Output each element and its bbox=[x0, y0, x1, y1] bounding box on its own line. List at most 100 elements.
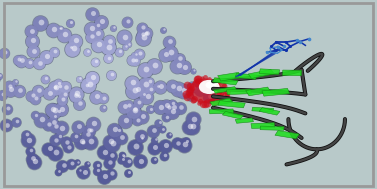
Point bbox=[101, 175, 107, 178]
Point bbox=[94, 33, 100, 36]
Point bbox=[58, 108, 64, 111]
Point bbox=[92, 61, 98, 64]
Point bbox=[129, 59, 135, 62]
Point bbox=[144, 95, 150, 98]
Point bbox=[104, 46, 110, 49]
Point bbox=[100, 97, 106, 100]
Point bbox=[143, 32, 149, 35]
Point bbox=[153, 138, 159, 141]
Point bbox=[125, 104, 131, 107]
Point bbox=[98, 20, 104, 23]
Point bbox=[213, 80, 219, 83]
Point bbox=[148, 107, 154, 110]
Point bbox=[93, 169, 100, 172]
Point bbox=[36, 88, 42, 91]
Point bbox=[66, 145, 72, 148]
Point bbox=[161, 154, 167, 157]
Point bbox=[70, 47, 77, 50]
Ellipse shape bbox=[199, 80, 219, 94]
Point bbox=[124, 20, 130, 23]
Point bbox=[61, 34, 67, 37]
Point bbox=[123, 118, 129, 121]
Point bbox=[132, 53, 138, 56]
Point bbox=[27, 60, 33, 64]
Point bbox=[210, 80, 216, 83]
Point bbox=[58, 127, 64, 130]
Point bbox=[151, 147, 157, 150]
Point bbox=[222, 95, 228, 98]
Point bbox=[306, 37, 312, 40]
Point bbox=[39, 117, 45, 120]
Point bbox=[43, 56, 49, 59]
Point bbox=[133, 58, 139, 61]
Point bbox=[224, 93, 230, 96]
Point bbox=[75, 95, 81, 98]
Point bbox=[170, 101, 176, 105]
Point bbox=[0, 92, 6, 95]
Point bbox=[168, 50, 174, 53]
Point bbox=[90, 122, 96, 125]
Point bbox=[138, 135, 144, 138]
Point bbox=[139, 26, 145, 29]
Point bbox=[139, 34, 145, 37]
Point bbox=[155, 122, 161, 125]
Point bbox=[125, 43, 131, 46]
Point bbox=[155, 84, 161, 87]
Point bbox=[219, 89, 225, 92]
Ellipse shape bbox=[205, 81, 217, 89]
Point bbox=[84, 163, 90, 166]
Point bbox=[109, 171, 115, 174]
Point bbox=[43, 77, 49, 80]
Point bbox=[169, 85, 175, 88]
Point bbox=[7, 89, 13, 92]
Point bbox=[101, 151, 107, 154]
Point bbox=[182, 143, 188, 146]
Point bbox=[109, 153, 115, 156]
Point bbox=[38, 118, 44, 121]
Point bbox=[152, 158, 158, 161]
Point bbox=[180, 90, 186, 93]
Point bbox=[132, 59, 138, 62]
Point bbox=[191, 117, 197, 120]
Point bbox=[159, 28, 166, 31]
Point bbox=[139, 136, 145, 139]
Point bbox=[90, 12, 96, 15]
Point bbox=[157, 106, 163, 109]
Point bbox=[45, 123, 51, 126]
Point bbox=[95, 168, 101, 171]
Point bbox=[72, 39, 78, 42]
Point bbox=[217, 91, 223, 94]
Point bbox=[26, 138, 32, 141]
Point bbox=[122, 46, 128, 49]
Point bbox=[51, 50, 57, 53]
Point bbox=[143, 32, 149, 35]
Point bbox=[53, 86, 59, 89]
Point bbox=[183, 140, 189, 143]
Point bbox=[123, 45, 129, 48]
Point bbox=[50, 28, 56, 31]
Point bbox=[107, 39, 113, 42]
Point bbox=[186, 125, 192, 129]
Point bbox=[87, 83, 93, 86]
Point bbox=[55, 110, 61, 113]
Point bbox=[196, 102, 202, 105]
Point bbox=[98, 20, 104, 23]
Point bbox=[116, 50, 122, 53]
Point bbox=[59, 98, 65, 101]
Point bbox=[88, 140, 94, 143]
Point bbox=[8, 88, 14, 91]
Point bbox=[76, 77, 82, 80]
Point bbox=[28, 149, 34, 152]
Point bbox=[268, 45, 274, 48]
Point bbox=[162, 144, 168, 147]
Point bbox=[273, 49, 279, 52]
Point bbox=[151, 128, 157, 131]
Point bbox=[133, 145, 139, 148]
Point bbox=[106, 161, 112, 164]
Point bbox=[49, 108, 55, 111]
Point bbox=[155, 122, 161, 125]
Point bbox=[170, 110, 176, 113]
Point bbox=[52, 139, 58, 142]
Point bbox=[26, 61, 32, 64]
Point bbox=[63, 33, 69, 36]
